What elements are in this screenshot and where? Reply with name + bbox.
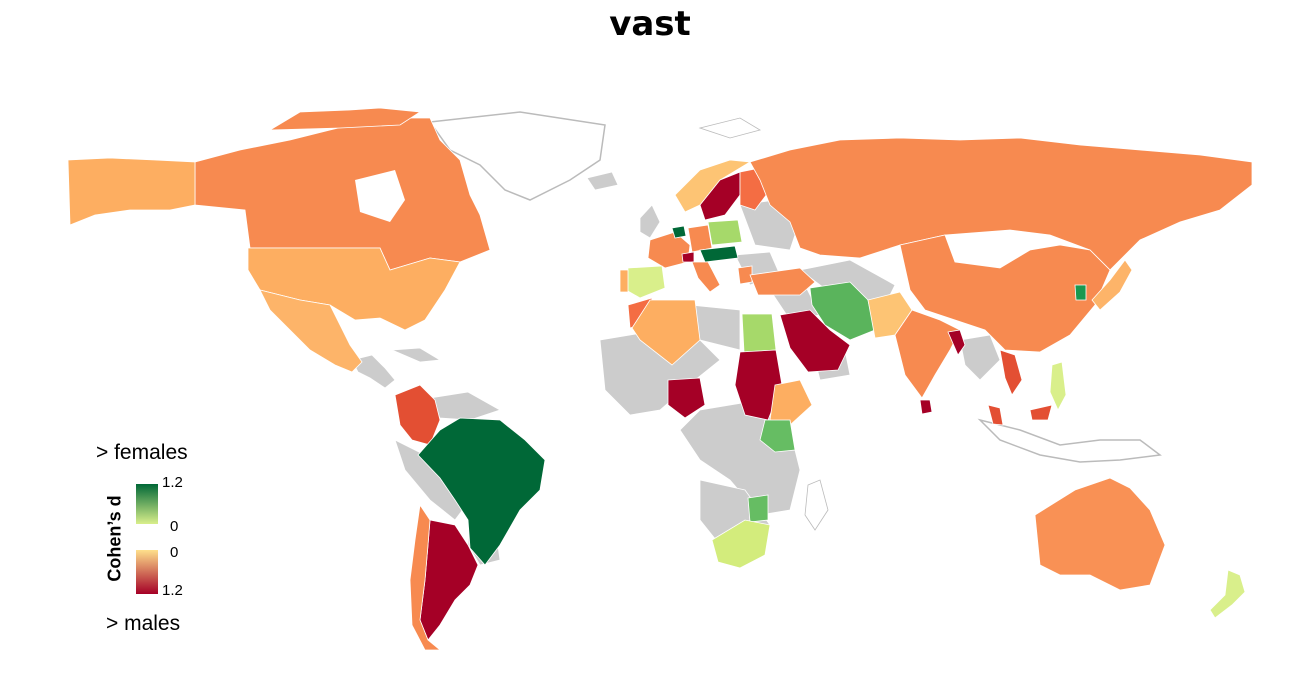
country-chile bbox=[409, 503, 442, 651]
country-belgium bbox=[671, 225, 687, 239]
country-malaysia bbox=[987, 404, 1004, 426]
country-south-korea bbox=[1074, 284, 1087, 301]
country-vietnam bbox=[999, 349, 1023, 396]
country-colombia bbox=[394, 384, 441, 446]
legend-tick-males-max: 1.2 bbox=[162, 582, 183, 599]
country-italy bbox=[691, 261, 721, 293]
uk bbox=[639, 204, 661, 239]
country-new-zealand bbox=[1209, 569, 1246, 619]
indonesia bbox=[977, 418, 1162, 463]
country-algeria bbox=[631, 299, 701, 366]
country-nigeria bbox=[667, 377, 706, 419]
country-malaysia-borneo bbox=[1029, 404, 1053, 421]
country-philippines bbox=[1049, 361, 1067, 411]
central-america bbox=[351, 354, 396, 389]
country-alaska bbox=[67, 157, 196, 226]
map-title: vast bbox=[609, 4, 691, 44]
country-brazil bbox=[417, 417, 546, 566]
legend-females-caption: > females bbox=[96, 441, 188, 464]
country-mexico bbox=[259, 289, 363, 373]
myanmar-laos bbox=[959, 334, 1001, 381]
country-france bbox=[647, 231, 691, 269]
canada-islands bbox=[268, 107, 422, 131]
greenland-outline bbox=[428, 111, 606, 201]
country-japan bbox=[1091, 259, 1133, 311]
legend-axis-title: Cohen’s d bbox=[104, 495, 125, 582]
madagascar bbox=[804, 479, 829, 531]
iceland bbox=[586, 171, 619, 191]
caribbean bbox=[391, 347, 442, 363]
country-turkey bbox=[749, 267, 816, 296]
country-portugal bbox=[619, 269, 629, 293]
country-germany bbox=[687, 224, 713, 253]
country-sri-lanka bbox=[919, 399, 933, 415]
mongolia-gap bbox=[945, 230, 1030, 268]
country-russia bbox=[749, 137, 1253, 271]
country-saudi-arabia bbox=[779, 309, 851, 373]
venezuela-region bbox=[429, 391, 501, 421]
hudson-bay bbox=[355, 170, 405, 222]
country-norway bbox=[674, 159, 752, 213]
country-bangladesh bbox=[947, 329, 966, 356]
country-india bbox=[894, 309, 961, 399]
country-egypt bbox=[741, 313, 777, 353]
country-australia bbox=[1034, 477, 1166, 591]
legend-tick-males-zero: 0 bbox=[170, 544, 179, 561]
country-mozambique bbox=[747, 494, 769, 523]
country-austria-hungary bbox=[699, 245, 739, 263]
country-china bbox=[899, 234, 1111, 353]
svalbard bbox=[698, 117, 762, 139]
country-poland bbox=[707, 219, 743, 246]
country-south-africa bbox=[711, 519, 771, 569]
legend-males-caption: > males bbox=[106, 612, 181, 635]
legend-males-scale bbox=[136, 550, 158, 594]
country-switzerland bbox=[681, 251, 695, 263]
country-ethiopia bbox=[769, 379, 813, 426]
country-layer bbox=[67, 107, 1253, 651]
legend-females-scale bbox=[136, 484, 158, 524]
country-canada bbox=[194, 117, 491, 271]
legend-tick-females-max: 1.2 bbox=[162, 474, 183, 491]
legend-tick-females-zero: 0 bbox=[170, 518, 179, 535]
country-spain bbox=[625, 265, 666, 299]
country-iran bbox=[809, 281, 876, 341]
country-kenya bbox=[759, 419, 796, 453]
country-greece bbox=[737, 265, 753, 285]
